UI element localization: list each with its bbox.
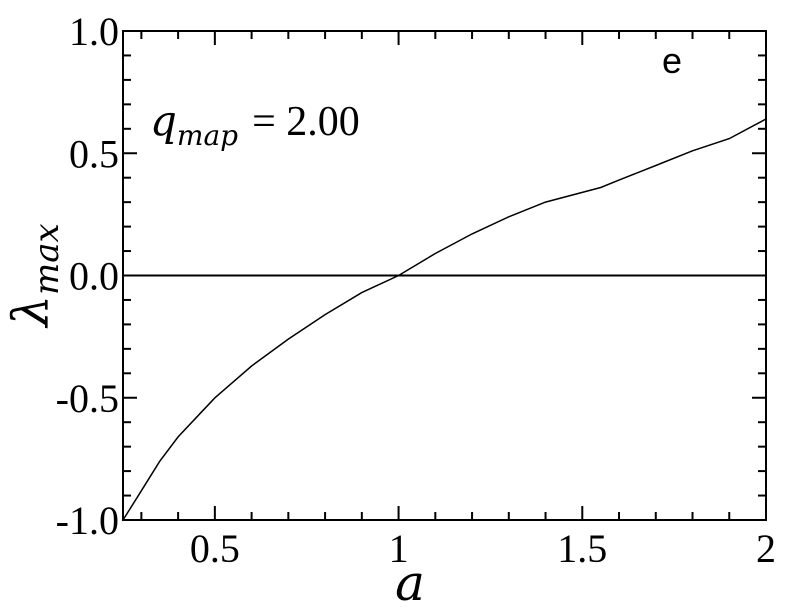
panel-label: e [662, 40, 682, 81]
y-axis-label: λmax [2, 223, 67, 328]
x-tick-label: 0.5 [190, 526, 240, 571]
y-tick-label: -1.0 [56, 498, 119, 543]
y-tick-label: 1.0 [69, 9, 119, 54]
x-tick-label: 1 [389, 526, 409, 571]
x-tick-label: 2 [756, 526, 776, 571]
tick-labels: 0.5 1 1.5 2 -1.0 -0.5 0.0 0.5 1.0 [56, 9, 776, 571]
axis-ticks [123, 30, 767, 521]
x-axis-label: a [395, 554, 425, 612]
series-line [122, 118, 767, 521]
annotation-qmap: qmap = 2.00 [150, 96, 360, 152]
y-tick-label: -0.5 [56, 376, 119, 421]
y-tick-label: 0.5 [69, 131, 119, 176]
x-tick-label: 1.5 [557, 526, 607, 571]
y-tick-label: 0.0 [69, 254, 119, 299]
